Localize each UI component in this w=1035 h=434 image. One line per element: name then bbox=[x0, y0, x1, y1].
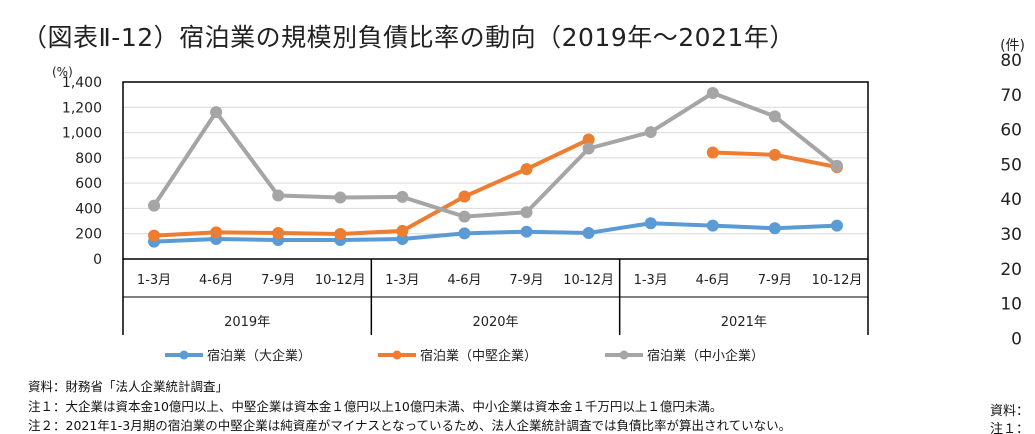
right-y-tick-label: 70 bbox=[1000, 86, 1022, 106]
note-2: 注２：2021年1-3月期の宿泊業の中堅企業は純資産がマイナスとなっているため、… bbox=[28, 418, 792, 433]
data-point bbox=[582, 226, 595, 239]
x-tick-label: 7-9月 bbox=[509, 273, 543, 288]
y-tick-label: 400 bbox=[75, 201, 102, 217]
legend-label: 宿泊業（中小企業） bbox=[647, 348, 764, 364]
data-point bbox=[272, 189, 285, 202]
data-point bbox=[706, 219, 719, 232]
data-point bbox=[520, 225, 533, 238]
right-y-tick-label: 50 bbox=[1000, 155, 1022, 175]
series-line bbox=[153, 137, 590, 238]
y-tick-label: 800 bbox=[75, 151, 102, 167]
data-point bbox=[768, 222, 781, 235]
data-point bbox=[458, 210, 471, 223]
year-label: 2019年 bbox=[224, 315, 270, 330]
right-y-tick-label: 10 bbox=[1000, 295, 1022, 315]
data-point bbox=[768, 110, 781, 123]
x-tick-label: 10-12月 bbox=[812, 273, 863, 288]
data-point bbox=[272, 226, 285, 239]
data-point bbox=[334, 191, 347, 204]
right-y-tick-label: 60 bbox=[1000, 121, 1022, 141]
data-point bbox=[396, 224, 409, 237]
y-tick-label: 1,200 bbox=[62, 100, 102, 116]
x-tick-label: 1-3月 bbox=[634, 273, 668, 288]
data-point bbox=[706, 146, 719, 159]
x-tick-label: 7-9月 bbox=[758, 273, 792, 288]
data-point bbox=[458, 190, 471, 203]
data-point bbox=[396, 190, 409, 203]
legend-label: 宿泊業（大企業） bbox=[207, 348, 311, 364]
right-axis-unit: (件) bbox=[1000, 38, 1025, 54]
x-tick-label: 10-12月 bbox=[563, 273, 614, 288]
year-label: 2020年 bbox=[472, 315, 518, 330]
x-tick-label: 4-6月 bbox=[447, 273, 481, 288]
series-line bbox=[153, 221, 838, 244]
data-point bbox=[582, 142, 595, 155]
y-tick-label: 1,400 bbox=[62, 75, 102, 91]
y-axis-unit: (%) bbox=[52, 65, 73, 79]
note-1: 注１：大企業は資本金10億円以上、中堅企業は資本金１億円以上10億円未満、中小企… bbox=[28, 399, 723, 414]
right-note-1: 注１： bbox=[990, 422, 1030, 434]
plot-frame bbox=[122, 81, 869, 260]
source-note: 資料：財務省「法人企業統計調査」 bbox=[28, 379, 229, 394]
data-point bbox=[334, 227, 347, 240]
chart-title: （図表Ⅱ-12）宿泊業の規模別負債比率の動向（2019年～2021年） bbox=[22, 23, 795, 52]
data-point bbox=[830, 219, 843, 232]
y-tick-label: 0 bbox=[93, 252, 102, 268]
x-tick-label: 7-9月 bbox=[261, 273, 295, 288]
data-point bbox=[830, 159, 843, 172]
legend-label: 宿泊業（中堅企業） bbox=[420, 348, 537, 364]
data-point bbox=[210, 106, 223, 119]
data-point bbox=[148, 229, 161, 242]
data-point bbox=[458, 227, 471, 240]
right-y-tick-label: 0 bbox=[1011, 329, 1022, 349]
data-point bbox=[768, 148, 781, 161]
legend-marker bbox=[392, 350, 402, 360]
right-y-tick-label: 20 bbox=[1000, 260, 1022, 280]
data-point bbox=[644, 217, 657, 230]
right-y-tick-label: 80 bbox=[1000, 51, 1022, 71]
year-label: 2021年 bbox=[721, 315, 767, 330]
y-tick-label: 600 bbox=[75, 176, 102, 192]
x-tick-label: 4-6月 bbox=[199, 273, 233, 288]
data-point bbox=[644, 126, 657, 139]
legend-marker bbox=[179, 350, 189, 360]
data-point bbox=[520, 163, 533, 176]
x-tick-label: 1-3月 bbox=[385, 273, 419, 288]
right-y-tick-label: 30 bbox=[1000, 225, 1022, 245]
right-source-note: 資料： bbox=[990, 404, 1030, 419]
x-tick-label: 1-3月 bbox=[137, 273, 171, 288]
data-point bbox=[706, 86, 719, 99]
x-tick-label: 10-12月 bbox=[315, 273, 366, 288]
data-point bbox=[210, 226, 223, 239]
data-point bbox=[582, 133, 595, 146]
y-tick-label: 1,000 bbox=[62, 126, 102, 142]
right-y-tick-label: 40 bbox=[1000, 190, 1022, 210]
series-line bbox=[152, 90, 839, 219]
y-tick-label: 200 bbox=[75, 227, 102, 243]
x-tick-label: 4-6月 bbox=[696, 273, 730, 288]
data-point bbox=[520, 206, 533, 219]
data-point bbox=[148, 199, 161, 212]
legend-marker bbox=[619, 350, 629, 360]
